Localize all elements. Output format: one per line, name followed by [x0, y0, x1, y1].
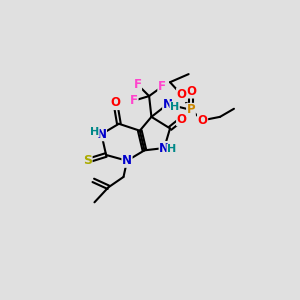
Text: H: H — [90, 127, 99, 137]
Text: N: N — [159, 142, 169, 154]
Text: F: F — [158, 80, 166, 93]
Text: F: F — [134, 78, 142, 91]
Text: H: H — [167, 144, 176, 154]
Text: F: F — [130, 94, 138, 107]
Text: O: O — [186, 85, 196, 98]
Text: O: O — [198, 114, 208, 127]
Text: H: H — [170, 102, 179, 112]
Text: O: O — [177, 88, 187, 101]
Text: N: N — [122, 154, 132, 167]
Text: P: P — [187, 103, 195, 116]
Text: O: O — [110, 97, 120, 110]
Text: N: N — [163, 98, 173, 111]
Text: O: O — [177, 113, 187, 126]
Text: N: N — [96, 128, 106, 141]
Text: S: S — [83, 154, 92, 167]
